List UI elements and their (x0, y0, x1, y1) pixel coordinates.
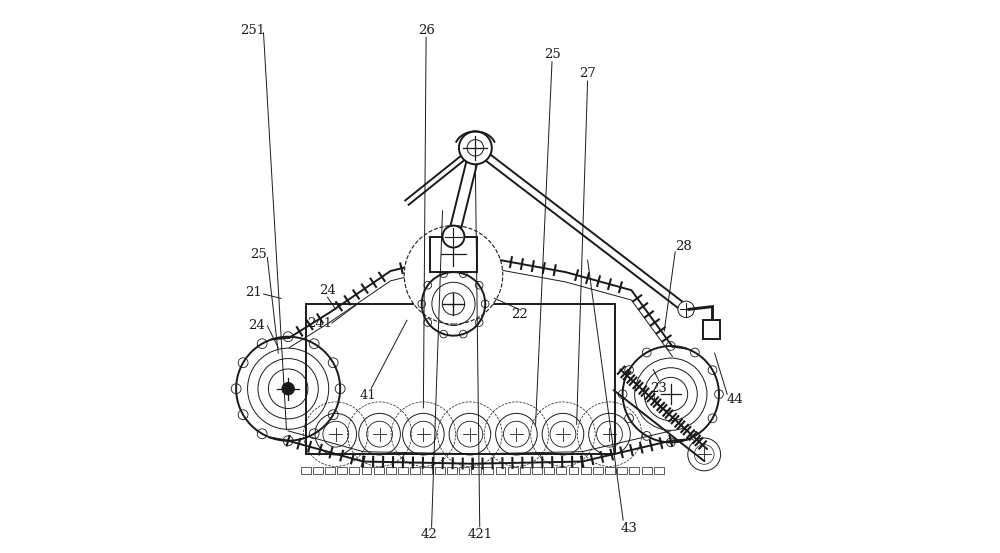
Bar (386, 467, 396, 473)
Text: 24: 24 (319, 284, 336, 297)
Bar (520, 467, 530, 473)
Text: 27: 27 (579, 67, 596, 80)
Text: 23: 23 (650, 382, 667, 395)
Bar (435, 467, 445, 473)
Bar (422, 467, 432, 473)
Text: 41: 41 (359, 389, 376, 403)
Bar (556, 467, 566, 473)
Bar (306, 304, 615, 455)
Bar (337, 467, 347, 473)
Bar (471, 467, 481, 473)
Bar (398, 467, 408, 473)
Bar (629, 467, 639, 473)
Bar (301, 467, 311, 473)
Circle shape (282, 383, 294, 395)
Text: 22: 22 (511, 309, 528, 321)
Bar (532, 467, 542, 473)
Bar (362, 467, 371, 473)
Bar (617, 467, 627, 473)
Bar (654, 467, 664, 473)
Text: 241: 241 (307, 316, 332, 330)
Text: 21: 21 (245, 286, 262, 299)
Bar (703, 320, 720, 340)
Bar (593, 467, 603, 473)
Text: 25: 25 (250, 248, 266, 261)
Bar (313, 467, 323, 473)
Circle shape (459, 132, 492, 164)
Bar (605, 467, 615, 473)
Bar (483, 467, 493, 473)
Bar (544, 467, 554, 473)
Bar (496, 467, 505, 473)
Bar (459, 467, 469, 473)
Text: 24: 24 (248, 319, 265, 332)
Bar (410, 467, 420, 473)
Text: 42: 42 (420, 529, 437, 541)
Bar (447, 467, 457, 473)
Text: 421: 421 (467, 529, 492, 541)
Circle shape (404, 226, 503, 324)
Bar (430, 237, 477, 272)
Text: 251: 251 (240, 24, 265, 36)
Bar (642, 467, 652, 473)
Bar (374, 467, 384, 473)
Bar (569, 467, 578, 473)
Circle shape (443, 226, 464, 248)
Bar (325, 467, 335, 473)
Text: 43: 43 (620, 522, 637, 535)
Text: 26: 26 (418, 24, 435, 36)
Text: 28: 28 (675, 240, 692, 253)
Bar (349, 467, 359, 473)
Bar (581, 467, 591, 473)
Text: 44: 44 (727, 393, 744, 406)
Bar (508, 467, 518, 473)
Circle shape (678, 301, 694, 317)
Text: 25: 25 (544, 48, 560, 61)
